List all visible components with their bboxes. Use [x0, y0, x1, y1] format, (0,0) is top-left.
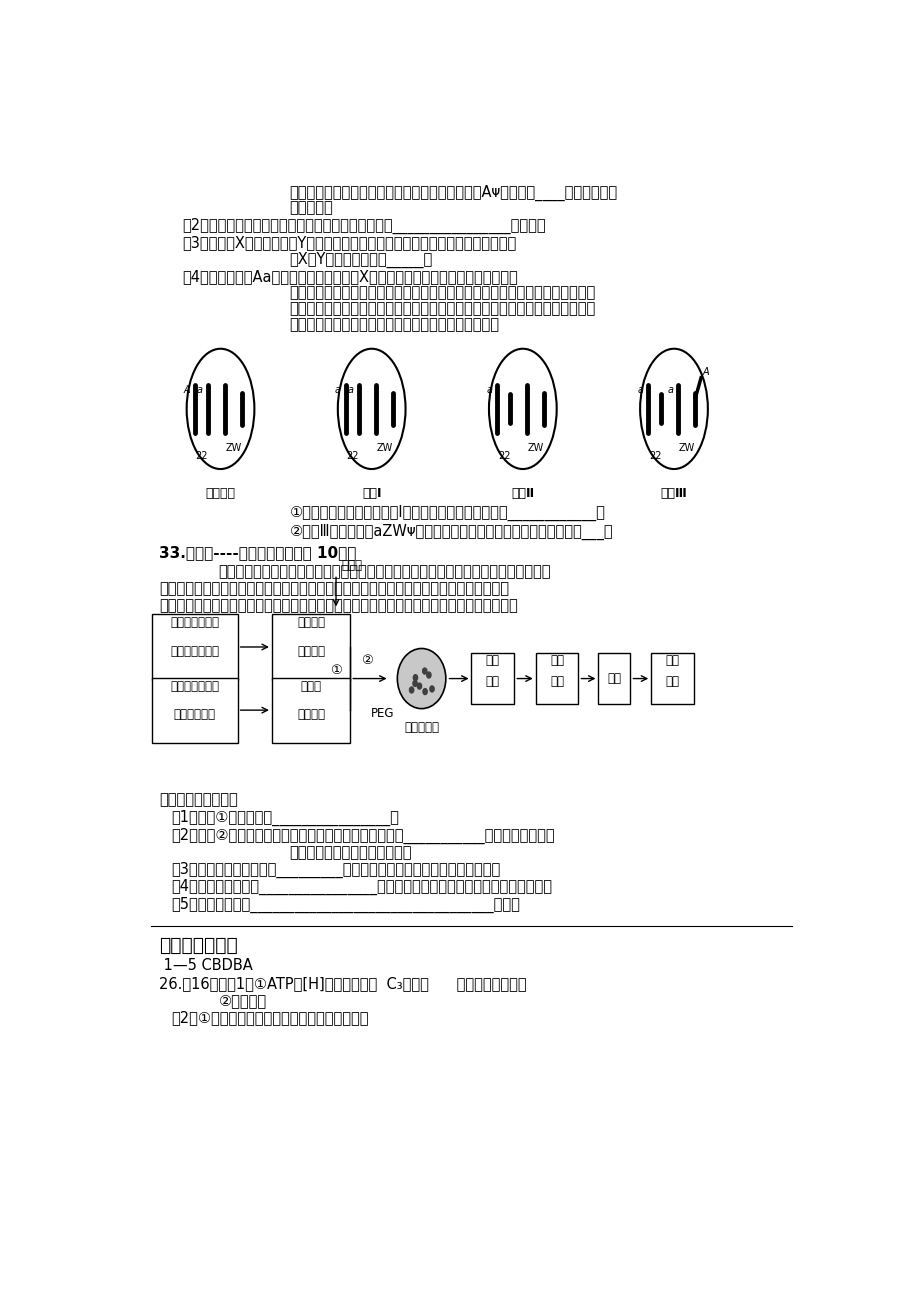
- Text: （3）某个体X与黑缟斑个体Y杂交，若子代有黑缟斑、普通斑与素斑三种类型，则个: （3）某个体X与黑缟斑个体Y杂交，若子代有黑缟斑、普通斑与素斑三种类型，则个: [183, 236, 516, 250]
- Ellipse shape: [397, 648, 446, 708]
- Circle shape: [426, 672, 430, 678]
- Circle shape: [422, 668, 426, 674]
- Text: 植株: 植株: [664, 676, 679, 689]
- Circle shape: [423, 689, 426, 694]
- Text: 33.【生物----现代生物科技专题 10分】: 33.【生物----现代生物科技专题 10分】: [159, 546, 357, 560]
- Text: ②线粒体内: ②线粒体内: [218, 993, 267, 1008]
- Text: （5）此项技术具有_________________________________的优点: （5）此项技术具有_______________________________…: [171, 897, 519, 913]
- FancyBboxPatch shape: [272, 677, 350, 742]
- Text: a: a: [667, 385, 674, 395]
- FancyBboxPatch shape: [651, 654, 693, 703]
- Text: 花椰菜的幼根: 花椰菜的幼根: [174, 708, 216, 721]
- Text: a: a: [485, 385, 492, 395]
- Text: 22: 22: [195, 450, 208, 461]
- Text: 紫外线: 紫外线: [341, 560, 362, 573]
- FancyBboxPatch shape: [272, 615, 350, 680]
- Text: 突变Ⅰ: 突变Ⅰ: [361, 487, 381, 500]
- Text: （2）①去叶程度的增强（或：去叶数量的增多）: （2）①去叶程度的增强（或：去叶数量的增多）: [171, 1010, 369, 1026]
- Text: （3）融合的原生质体经过_________再生，进而分裂和脱分化形成愈伤组织。: （3）融合的原生质体经过_________再生，进而分裂和脱分化形成愈伤组织。: [171, 862, 500, 879]
- FancyBboxPatch shape: [152, 677, 237, 742]
- Text: 型黑芥苗的幼叶: 型黑芥苗的幼叶: [170, 644, 219, 658]
- FancyBboxPatch shape: [535, 654, 578, 703]
- Text: 组织: 组织: [485, 676, 499, 689]
- Text: 部分遗传物质的供体与完整的花椰菜原生质体融合，以获得抗黑腐病杂种植株。流程如下图。: 部分遗传物质的供体与完整的花椰菜原生质体融合，以获得抗黑腐病杂种植株。流程如下图…: [159, 599, 517, 613]
- Text: 突变Ⅱ: 突变Ⅱ: [511, 487, 534, 500]
- FancyBboxPatch shape: [597, 654, 630, 703]
- Circle shape: [413, 681, 416, 686]
- Text: 数个体表现为素斑、或为普通斑与素斑的嵌合体；另有少数普通斑雌蚕成熟后，: 数个体表现为素斑、或为普通斑与素斑的嵌合体；另有少数普通斑雌蚕成熟后，: [289, 285, 596, 301]
- Text: 是皮肤细胞产生并沉积黑色素形成的，这说明基因Aᴪ通过控制____从而间接控制: 是皮肤细胞产生并沉积黑色素形成的，这说明基因Aᴪ通过控制____从而间接控制: [289, 185, 618, 201]
- Circle shape: [417, 684, 421, 689]
- Text: a: a: [347, 385, 354, 395]
- Text: ②突变Ⅲ（基因型为aZWᴪ）与正常个体测交，子代中雌蚕的基因型为___。: ②突变Ⅲ（基因型为aZWᴪ）与正常个体测交，子代中雌蚕的基因型为___。: [289, 525, 613, 540]
- Text: ZW: ZW: [225, 443, 241, 453]
- Text: 生物参考答案：: 生物参考答案：: [159, 936, 238, 956]
- Circle shape: [409, 687, 414, 693]
- Text: ①若幼蚕的部分细胞为突变Ⅰ，则该突变发生的是时间是____________。: ①若幼蚕的部分细胞为突变Ⅰ，则该突变发生的是时间是____________。: [289, 505, 605, 521]
- Text: 再生: 再生: [550, 654, 563, 667]
- Circle shape: [413, 674, 417, 681]
- Text: 植株: 植株: [550, 676, 563, 689]
- FancyBboxPatch shape: [152, 615, 237, 680]
- Text: 的紫外线处理黑芥原生质体可使其染色体片段化，并丧失再生能力。再利用此原生质体作为: 的紫外线处理黑芥原生质体可使其染色体片段化，并丧失再生能力。再利用此原生质体作为: [159, 581, 508, 596]
- Text: （4）在基因型为Aa蚕卵的孵化过程中，用X射线进行处理，在雌蚕幼体中发现有少: （4）在基因型为Aa蚕卵的孵化过程中，用X射线进行处理，在雌蚕幼体中发现有少: [183, 270, 518, 285]
- Text: 1—5 CBDBA: 1—5 CBDBA: [159, 958, 253, 974]
- Text: ZW: ZW: [376, 443, 392, 453]
- Text: 其测交子代斑纹表现为伴性遗传。对这些变异类型进行研究，发现细胞中基因及: 其测交子代斑纹表现为伴性遗传。对这些变异类型进行研究，发现细胞中基因及: [289, 302, 596, 316]
- Text: （4）对杂种植株进行________________接种实验，可筛选出具有高抗性的杂种植株。: （4）对杂种植株进行________________接种实验，可筛选出具有高抗性…: [171, 879, 551, 896]
- FancyBboxPatch shape: [471, 654, 514, 703]
- Text: a: a: [335, 385, 341, 395]
- Text: 杂种: 杂种: [664, 654, 679, 667]
- Text: 愈伤: 愈伤: [485, 654, 499, 667]
- Text: 原生质体: 原生质体: [297, 708, 324, 721]
- Circle shape: [429, 686, 434, 691]
- Text: （1）过程①所需的酶是________________。: （1）过程①所需的酶是________________。: [171, 810, 399, 825]
- Text: 突变Ⅲ: 突变Ⅲ: [660, 487, 686, 500]
- Text: 培养、筛选: 培养、筛选: [403, 721, 438, 733]
- Text: 鉴定: 鉴定: [607, 672, 620, 685]
- Text: ZW: ZW: [527, 443, 543, 453]
- Text: A: A: [183, 385, 189, 395]
- Text: ①: ①: [330, 664, 342, 677]
- Text: 体X与Y的基因型分别为_____。: 体X与Y的基因型分别为_____。: [289, 251, 433, 268]
- Text: 光照培养的抗病: 光照培养的抗病: [170, 616, 219, 629]
- Text: 原生质体: 原生质体: [297, 644, 324, 658]
- Text: 26.（16分）（1）①ATP和[H]（缺一不可）  C₃的还原      无水乙醇（丙酮）: 26.（16分）（1）①ATP和[H]（缺一不可） C₃的还原 无水乙醇（丙酮）: [159, 976, 527, 991]
- Text: ②: ②: [360, 654, 372, 667]
- Text: 叶肉细胞: 叶肉细胞: [297, 616, 324, 629]
- Text: 根细胞: 根细胞: [301, 680, 322, 693]
- Text: 据图回答下列问题：: 据图回答下列问题：: [159, 792, 238, 807]
- Text: 22: 22: [648, 450, 661, 461]
- Text: （2）过程②后，在显微镜下观察融合的活细胞中有供体的___________存在，这一特征可: （2）过程②后，在显微镜下观察融合的活细胞中有供体的___________存在，…: [171, 828, 554, 844]
- Text: a: a: [637, 385, 642, 395]
- Text: 正常细胞: 正常细胞: [205, 487, 235, 500]
- Text: 染色体的变化如图所示（其他基因及染色体均正常）。: 染色体的变化如图所示（其他基因及染色体均正常）。: [289, 318, 499, 332]
- Text: PEG: PEG: [370, 707, 393, 720]
- Text: ZW: ZW: [678, 443, 694, 453]
- Text: （2）幼蚕斑纹由复等位基因的产生说明基因突变具有________________的特点。: （2）幼蚕斑纹由复等位基因的产生说明基因突变具有________________…: [183, 217, 546, 233]
- Text: 22: 22: [497, 450, 510, 461]
- Text: a: a: [197, 385, 202, 395]
- Text: 花椰菜易受黑腐病菌的危害而患黑腐病，野生黑芥具有黑腐病的抗性基因。用一定剂量: 花椰菜易受黑腐病菌的危害而患黑腐病，野生黑芥具有黑腐病的抗性基因。用一定剂量: [218, 564, 550, 579]
- Text: 斑纹性状。: 斑纹性状。: [289, 201, 333, 215]
- Text: 作为初步筛选杂种细胞的标志。: 作为初步筛选杂种细胞的标志。: [289, 845, 412, 861]
- Text: 暗培养的易感型: 暗培养的易感型: [170, 680, 219, 693]
- Text: 22: 22: [346, 450, 358, 461]
- Text: A: A: [702, 367, 709, 376]
